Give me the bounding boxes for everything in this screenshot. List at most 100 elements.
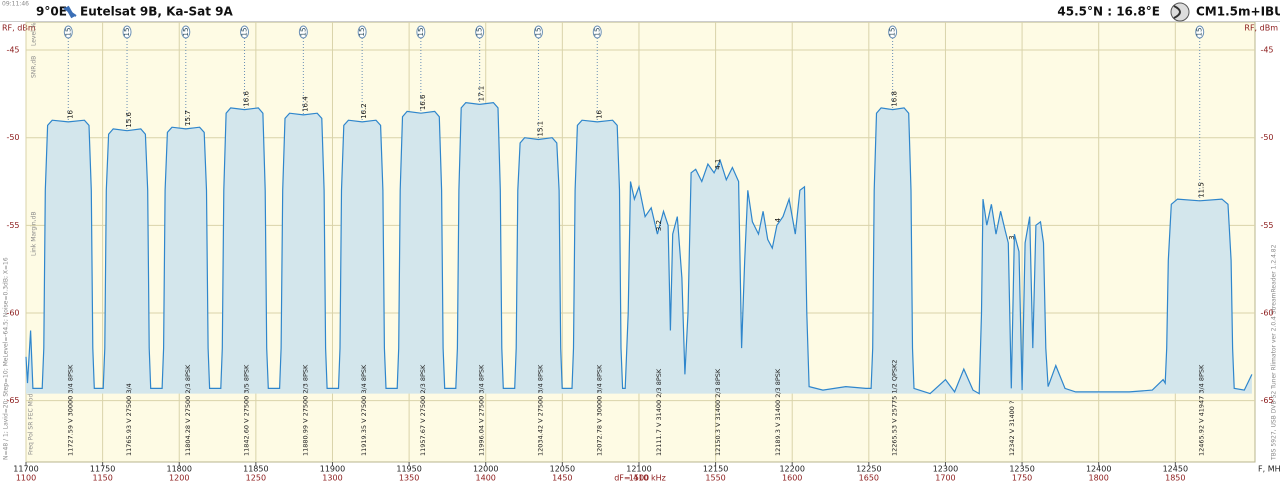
x2-tick-label: 1200 — [169, 474, 189, 483]
x2-tick-label: 1850 — [1165, 474, 1185, 483]
x-tick-label: 12150 — [703, 465, 728, 474]
level-badge — [357, 25, 367, 39]
x-tick-label: 11950 — [396, 465, 421, 474]
x-tick-label: 12400 — [1086, 465, 1111, 474]
y-tick-label-right: -45 — [1260, 46, 1273, 55]
carrier-label: 11842.60 V 27500 3/5 8PSK — [243, 364, 251, 456]
y-tick-label: -60 — [6, 308, 19, 317]
x2-tick-label: 1600 — [782, 474, 802, 483]
x-tick-label: 12450 — [1163, 465, 1188, 474]
level-badge — [416, 25, 426, 39]
level-label: 15 — [889, 28, 897, 37]
snr-label: 16 — [66, 109, 74, 118]
plot: -45 -45 -50 -50 -55 -55 -60 -60 -65 -65 11700 11750… — [6, 22, 1274, 483]
snr-label: 16.2 — [360, 103, 368, 119]
level-badge — [122, 25, 132, 39]
x-tick-label: 11800 — [167, 465, 192, 474]
snr-label: 15.7 — [184, 110, 192, 126]
trace-line — [25, 101, 1253, 395]
location: 45.5°N : 16.8°E — [1057, 5, 1160, 19]
x2-tick-label: 1150 — [92, 474, 112, 483]
x2-tick-label: 1100 — [16, 474, 36, 483]
level-badge — [1195, 25, 1205, 39]
level-badge — [298, 25, 308, 39]
carrier-label: 12189.3 V 31400 2/3 8PSK — [774, 368, 782, 456]
snr-axis-label: SNR,dB — [31, 56, 38, 78]
x-tick-label: 11750 — [90, 465, 115, 474]
x2-tick-label: 1250 — [246, 474, 266, 483]
x-tick-label: 12350 — [1009, 465, 1034, 474]
y-tick-label-right: -50 — [1260, 133, 1273, 142]
level-label: 15 — [1196, 28, 1204, 37]
level-label: 15 — [182, 28, 190, 37]
carrier-label: 11996.04 V 27500 3/4 8PSK — [478, 364, 486, 456]
snr-label: 4 — [774, 217, 782, 222]
dish-icon — [1170, 2, 1190, 22]
x2-tick-label: 1800 — [1089, 474, 1109, 483]
level-badge — [888, 25, 898, 39]
x2-tick-label: 1500 — [629, 474, 649, 483]
snr-label: 3 — [1008, 235, 1016, 239]
y-axis-label-right: RF, dBm — [1244, 24, 1278, 33]
x2-tick-label: 1550 — [705, 474, 725, 483]
snr-label: 11.5 — [1198, 182, 1206, 198]
trace-area — [26, 102, 1252, 394]
level-badge — [63, 25, 73, 39]
carrier-label: 11765.93 V 27500 3/4 — [125, 383, 133, 456]
carrier-label: 12072.78 V 30000 3/4 8PSK — [595, 364, 603, 456]
x-tick-label: 11850 — [243, 465, 268, 474]
level-badge — [240, 25, 250, 39]
x-tick-label: 12300 — [933, 465, 958, 474]
timestamp: 09:11:46 — [2, 1, 29, 8]
x2-tick-label: 1750 — [1012, 474, 1032, 483]
margin-axis-label: Link Margin,dB — [31, 211, 38, 256]
carrier-label: 12265.53 V 25775 1/2 QPSK2 — [891, 360, 899, 456]
x-tick-label: 12250 — [856, 465, 881, 474]
snr-label: 17.1 — [478, 86, 486, 102]
x2-tick-label: 1300 — [322, 474, 342, 483]
snr-label: 16.6 — [419, 94, 427, 110]
level-label: 15 — [417, 28, 425, 37]
level-axis-label: Level,% — [31, 22, 38, 46]
y-tick-label-right: -65 — [1260, 396, 1273, 405]
antenna: CM1.5m+IBU — [1196, 5, 1280, 19]
level-label: 15 — [123, 28, 131, 37]
fields-label: Freq Pol SR FEC Mod — [28, 394, 35, 455]
x2-tick-label: 1650 — [859, 474, 879, 483]
carrier-label: 12034.42 V 27500 3/4 8PSK — [536, 364, 544, 456]
level-badge — [533, 25, 543, 39]
carrier-label: 12342 V 31400 ? — [1008, 401, 1016, 456]
y-axis-label: RF, dBm — [2, 24, 36, 33]
resolution: dF= 410 kHz — [614, 474, 666, 483]
carrier-label: 11727.59 V 30000 3/4 8PSK — [66, 364, 74, 456]
level-label: 15 — [476, 28, 484, 37]
x-tick-label: 12000 — [473, 465, 498, 474]
snr-label: 3.2 — [655, 220, 663, 231]
level-label: 15 — [534, 28, 542, 37]
level-label: 15 — [358, 28, 366, 37]
y-tick-label-right: -60 — [1260, 308, 1273, 317]
snr-label: 16.8 — [891, 91, 899, 107]
level-label: 15 — [241, 28, 249, 37]
carrier-label: 12150.3 V 31400 2/3 8PSK — [714, 368, 722, 456]
device-info: TBS 5927, USB DVB-S2 Tuner Rlimator ver … — [1271, 244, 1278, 461]
carrier-label: 11804.28 V 27500 2/3 8PSK — [184, 364, 192, 456]
snr-label: 4.1 — [714, 159, 722, 170]
y-tick-label: -45 — [6, 46, 19, 55]
orbital-position: 9°0E — [36, 5, 67, 19]
level-label: 15 — [593, 28, 601, 37]
level-badge — [181, 25, 191, 39]
snr-label: 15.6 — [125, 112, 133, 128]
carrier-label: 11919.35 V 27500 3/4 8PSK — [360, 364, 368, 456]
snr-label: 16.6 — [243, 91, 251, 107]
x2-tick-label: 1700 — [935, 474, 955, 483]
x2-tick-label: 1400 — [476, 474, 496, 483]
chart-title: Eutelsat 9B, Ka-Sat 9A — [80, 5, 233, 19]
x2-tick-label: 1450 — [552, 474, 572, 483]
x-tick-label: 11900 — [320, 465, 345, 474]
level-label: 15 — [64, 28, 72, 37]
snr-label: 16 — [595, 109, 603, 118]
satellite-icon — [63, 5, 77, 19]
carrier-label: 11880.99 V 27500 2/3 8PSK — [301, 364, 309, 456]
